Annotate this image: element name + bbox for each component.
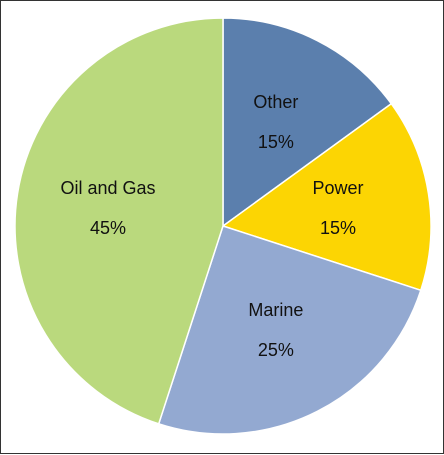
slice-value-label-power: 15%: [320, 218, 356, 238]
pie-slice-marine: [157, 225, 422, 435]
pie-labels: Other 15% Power 15% Marine 25% Oil and Gas 45%: [60, 92, 363, 360]
slice-label-oil-and-gas: Oil and Gas: [60, 178, 155, 198]
pie-slice-other: [222, 17, 393, 227]
pie-slices: [14, 17, 432, 435]
pie-slice-power: [222, 102, 432, 292]
slice-value-label-oil-and-gas: 45%: [90, 218, 126, 238]
slice-value-label-marine: 25%: [258, 340, 294, 360]
slice-label-marine: Marine: [248, 300, 303, 320]
slice-label-other: Other: [253, 92, 298, 112]
pie-slice-oil-and-gas: [14, 17, 224, 425]
slice-value-label-other: 15%: [258, 132, 294, 152]
slice-label-power: Power: [312, 178, 363, 198]
